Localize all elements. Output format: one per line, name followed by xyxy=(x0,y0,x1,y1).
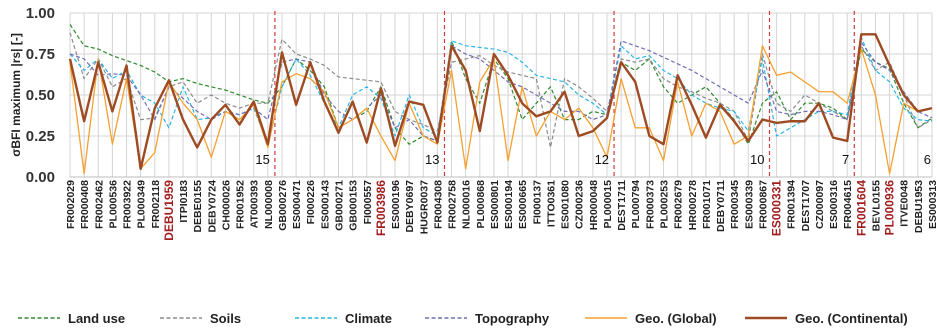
x-tick-label: FR002118 xyxy=(150,180,162,229)
x-tick-label: FR001952 xyxy=(235,180,247,229)
x-tick-label: ES000194 xyxy=(503,180,515,229)
x-tick-label: PL000536 xyxy=(107,180,119,229)
x-tick-label: BEVL0155 xyxy=(870,180,882,232)
x-tick-label: DEST1707 xyxy=(800,180,812,232)
x-tick-label: FR003986 xyxy=(374,180,388,236)
y-tick-label: 0.75 xyxy=(26,46,55,63)
x-axis: FR002029 FR000408 FR002462 PL000536 FR003922… xyxy=(65,180,937,241)
x-tick-label: DEST1711 xyxy=(616,180,628,231)
series-line-soils xyxy=(69,32,933,149)
x-tick-label: ES000313 xyxy=(927,180,937,229)
x-tick-label: DEBE0155 xyxy=(192,180,204,233)
x-tick-label: FR000867 xyxy=(757,180,769,229)
x-tick-label: ITTO0361 xyxy=(545,180,557,227)
x-tick-label: GB000271 xyxy=(333,180,345,231)
legend-label: Climate xyxy=(345,311,392,326)
x-tick-label: CH000026 xyxy=(220,180,232,230)
group-count-label: 6 xyxy=(924,152,931,167)
x-tick-label: FR000345 xyxy=(729,180,741,229)
x-tick-label: PL000253 xyxy=(659,180,671,229)
x-tick-label: FR001394 xyxy=(786,180,798,229)
x-tick-label: ES000665 xyxy=(517,180,529,229)
x-tick-label: FR003922 xyxy=(122,180,134,229)
x-tick-label: FI000226 xyxy=(305,180,317,225)
x-tick-label: PL000936 xyxy=(883,180,897,236)
group-count-label: 7 xyxy=(842,152,849,167)
x-tick-label: DEBY0711 xyxy=(715,180,727,232)
group-count-label: 10 xyxy=(750,152,764,167)
x-tick-label: FR004615 xyxy=(842,180,854,229)
x-tick-label: ES000801 xyxy=(489,180,501,229)
grid-lines xyxy=(69,12,933,178)
x-tick-label: FR001071 xyxy=(701,180,713,229)
legend-label: Topography xyxy=(475,311,550,326)
y-tick-label: 0.50 xyxy=(26,87,55,104)
series-line-geo-continental xyxy=(68,33,933,171)
x-tick-label: ES000471 xyxy=(291,180,303,229)
x-tick-label: HR000048 xyxy=(588,180,600,230)
x-tick-label: ES000196 xyxy=(390,180,402,229)
x-tick-label: FR002679 xyxy=(673,180,685,229)
x-tick-label: ITVE0048 xyxy=(899,180,911,227)
x-tick-label: DEBU1959 xyxy=(162,180,176,241)
y-axis-label: σBFI maximum |rs| [-] xyxy=(9,33,23,157)
group-count-labels: 15 13 12 10 7 6 xyxy=(255,152,931,167)
y-tick-label: 1.00 xyxy=(26,5,55,22)
group-count-label: 12 xyxy=(595,152,609,167)
x-tick-label: PL000015 xyxy=(602,180,614,229)
x-tick-label: PL000794 xyxy=(630,180,642,229)
x-tick-label: CZ000236 xyxy=(574,180,586,229)
x-tick-label: GB000153 xyxy=(348,180,360,231)
legend-label: Geo. (Continental) xyxy=(795,311,908,326)
legend: Land use Soils Climate Topography Geo. (Glob… xyxy=(18,311,908,326)
x-tick-label: HR000278 xyxy=(687,180,699,230)
x-tick-label: DEBY0724 xyxy=(206,180,218,233)
x-tick-label: ES000143 xyxy=(319,180,331,229)
series-lines xyxy=(68,24,933,175)
x-tick-label: CZ000097 xyxy=(814,180,826,229)
legend-label: Soils xyxy=(210,311,241,326)
group-count-label: 15 xyxy=(255,152,269,167)
x-tick-label: HUGR0037 xyxy=(418,180,430,234)
x-tick-label: PL000349 xyxy=(136,180,148,229)
x-tick-label: FR004308 xyxy=(432,180,444,229)
y-tick-label: 0.25 xyxy=(26,128,55,145)
x-tick-label: FR002758 xyxy=(447,180,459,229)
legend-label: Land use xyxy=(68,311,125,326)
x-tick-label: FI000137 xyxy=(531,180,543,225)
x-tick-label: PL000868 xyxy=(475,180,487,229)
x-tick-label: FR001604 xyxy=(854,180,868,236)
series-line-geo-global xyxy=(69,45,933,175)
x-tick-label: FR000408 xyxy=(79,180,91,229)
x-tick-label: ITPI0183 xyxy=(178,180,190,223)
x-tick-label: DEBY0697 xyxy=(404,180,416,233)
x-tick-label: ES000316 xyxy=(828,180,840,229)
group-count-label: 13 xyxy=(425,152,439,167)
x-tick-label: FR002029 xyxy=(65,180,77,229)
x-tick-label: DEBU1953 xyxy=(913,180,925,233)
x-tick-label: ES001080 xyxy=(560,180,572,229)
x-tick-label: NL000016 xyxy=(461,180,473,229)
legend-label: Geo. (Global) xyxy=(635,311,717,326)
y-axis: 0.00 0.25 0.50 0.75 1.00 xyxy=(26,5,55,186)
x-tick-label: NL000008 xyxy=(263,180,275,229)
x-tick-label: GB000276 xyxy=(277,180,289,231)
x-tick-label: FR000373 xyxy=(644,180,656,229)
x-tick-label: AT000393 xyxy=(249,180,261,228)
x-tick-label: FR002462 xyxy=(93,180,105,229)
x-tick-label: FI000557 xyxy=(362,180,374,225)
y-tick-label: 0.00 xyxy=(26,169,55,186)
x-tick-label: ES000339 xyxy=(743,180,755,229)
x-tick-label: ES000331 xyxy=(770,180,784,236)
